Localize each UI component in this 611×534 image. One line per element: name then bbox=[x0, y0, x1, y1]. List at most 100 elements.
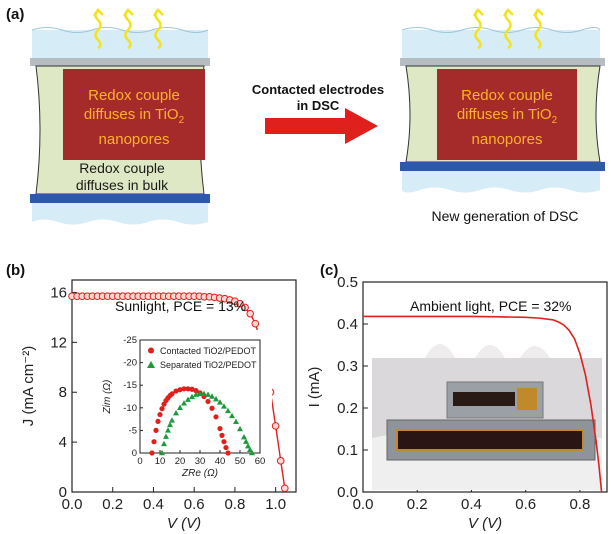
inset-separated-point bbox=[163, 433, 169, 439]
inset-contacted-point bbox=[213, 414, 219, 420]
right-inner-line-2: diffuses in TiO2 bbox=[437, 105, 577, 130]
inset-contacted-point bbox=[177, 387, 183, 393]
inset-contacted-point bbox=[159, 406, 165, 412]
x-tick-label: 0.6 bbox=[515, 496, 536, 513]
inset-separated-point bbox=[173, 410, 179, 416]
right-bottom-electrode bbox=[400, 162, 605, 171]
y-tick-label: 0 bbox=[59, 484, 67, 501]
inset-contacted-point bbox=[157, 411, 163, 418]
inset-contacted-point bbox=[189, 386, 195, 392]
inset-separated-point bbox=[161, 440, 167, 447]
panel-c-label: (c) bbox=[320, 262, 339, 279]
inset-separated-point bbox=[181, 400, 187, 406]
inset-separated-point bbox=[209, 393, 215, 399]
x-tick-label: 0.8 bbox=[224, 496, 245, 513]
inset-separated-point bbox=[185, 396, 191, 402]
panel-b-label: (b) bbox=[6, 262, 26, 279]
inset-contacted-point bbox=[217, 425, 223, 432]
right-inner-line-3: nanopores bbox=[471, 131, 543, 148]
x-tick-label: 0.4 bbox=[461, 496, 482, 513]
inset-separated-point bbox=[245, 443, 251, 449]
inset-contacted-point bbox=[185, 386, 191, 392]
inset-separated-point bbox=[237, 425, 243, 432]
left-sun-rays bbox=[92, 8, 164, 50]
inset-contacted-point bbox=[223, 444, 229, 451]
left-cell-bulk-text: Redox couple diffuses in bulk bbox=[40, 160, 204, 194]
inset-y-tick-label: -20 bbox=[123, 358, 137, 369]
inset-contacted-point bbox=[225, 450, 231, 456]
iv-curve bbox=[363, 315, 603, 493]
inset-contacted-point bbox=[209, 405, 215, 411]
chart-b: 0.0 0.2 0.4 0.6 0.8 1.0 0 4 8 12 16 V (V) J (mA cm⁻²… bbox=[20, 279, 297, 532]
inset-separated-point bbox=[233, 418, 239, 425]
x-tick-label: 0.6 bbox=[184, 496, 205, 513]
inset-contacted-point bbox=[151, 439, 157, 445]
inset-separated-point bbox=[213, 396, 219, 402]
left-top-glass-edge bbox=[31, 27, 209, 33]
inset-separated-point bbox=[197, 390, 203, 396]
left-bottom-electrode bbox=[30, 194, 210, 203]
inset-separated-point bbox=[229, 412, 235, 419]
panel-a-caption: New generation of DSC bbox=[431, 208, 579, 224]
y-tick-label: 4 bbox=[59, 434, 67, 451]
right-tio2-block bbox=[437, 69, 577, 160]
inset-separated-point bbox=[241, 433, 247, 440]
y-axis-label: J (mA cm⁻²) bbox=[20, 346, 37, 426]
right-top-electrode bbox=[400, 58, 605, 66]
device-photo bbox=[372, 344, 602, 490]
inset-x-tick-label: 10 bbox=[155, 456, 166, 467]
inset-legend-marker bbox=[147, 361, 155, 368]
inset-separated-point bbox=[177, 404, 183, 410]
inset-separated-point bbox=[225, 407, 231, 414]
inset-x-tick-label: 30 bbox=[195, 456, 206, 467]
right-cell bbox=[400, 8, 605, 193]
inset-separated-point bbox=[217, 399, 223, 405]
right-inner-subscript: 2 bbox=[551, 115, 558, 126]
chart-c-annotation: Ambient light, PCE = 32% bbox=[410, 298, 572, 314]
inset-contacted-point bbox=[219, 432, 225, 438]
y-tick-label: 16 bbox=[50, 284, 67, 301]
small-module-active bbox=[453, 392, 515, 406]
y-axis-label: I (mA) bbox=[306, 367, 323, 408]
y-tick-label: 0.2 bbox=[337, 400, 358, 417]
plot-frame bbox=[71, 279, 297, 493]
inset-contacted-point bbox=[155, 418, 161, 424]
jv-point bbox=[276, 457, 285, 465]
y-tick-label: 0.5 bbox=[337, 274, 358, 291]
inset-legend-marker bbox=[148, 347, 154, 354]
large-module-active bbox=[396, 429, 584, 451]
jv-point bbox=[251, 319, 260, 328]
y-tick-label: 0.1 bbox=[337, 442, 358, 459]
jv-point bbox=[281, 484, 289, 493]
inset-y-tick-label: -25 bbox=[123, 335, 137, 346]
chart-b-annotation: Sunlight, PCE = 13% bbox=[115, 298, 247, 314]
panel-a-label: (a) bbox=[6, 6, 25, 23]
right-top-glass bbox=[402, 30, 600, 58]
inset-legend-label: Contacted TiO2/PEDOT bbox=[160, 346, 257, 356]
left-cell-inner-text: Redox couple diffuses in TiO2 nanopores bbox=[63, 86, 205, 149]
inset-contacted-point bbox=[181, 386, 187, 392]
x-axis-label: V (V) bbox=[468, 515, 502, 532]
inset-separated-point bbox=[249, 449, 255, 456]
x-axis-label: V (V) bbox=[167, 515, 201, 532]
inset-y-tick-label: 0 bbox=[132, 448, 137, 459]
x-tick-label: 0.2 bbox=[102, 496, 123, 513]
inset-separated-point bbox=[159, 449, 165, 456]
inset-separated-point bbox=[221, 403, 227, 409]
inset-separated-point bbox=[201, 390, 207, 396]
inset-contacted-point bbox=[221, 439, 227, 445]
red-arrow bbox=[265, 108, 378, 144]
right-inner-line-2-text: diffuses in TiO bbox=[456, 106, 552, 123]
inset-contacted-point bbox=[169, 391, 175, 397]
inset-y-tick-label: -10 bbox=[123, 403, 137, 414]
right-bottom-glass bbox=[402, 171, 600, 193]
arrow-label-line-1: Contacted electrodes bbox=[251, 82, 385, 97]
inset-separated-point bbox=[243, 438, 249, 444]
left-bulk-line-2: diffuses in bulk bbox=[75, 177, 169, 193]
panel-a-schematic bbox=[30, 8, 605, 225]
left-bottom-glass bbox=[32, 203, 208, 225]
right-cell-inner-text: Redox couple diffuses in TiO2 nanopores bbox=[437, 86, 577, 149]
x-tick-label: 0.0 bbox=[62, 496, 83, 513]
inset-contacted-point bbox=[193, 388, 199, 394]
x-tick-label: 0.0 bbox=[353, 496, 374, 513]
